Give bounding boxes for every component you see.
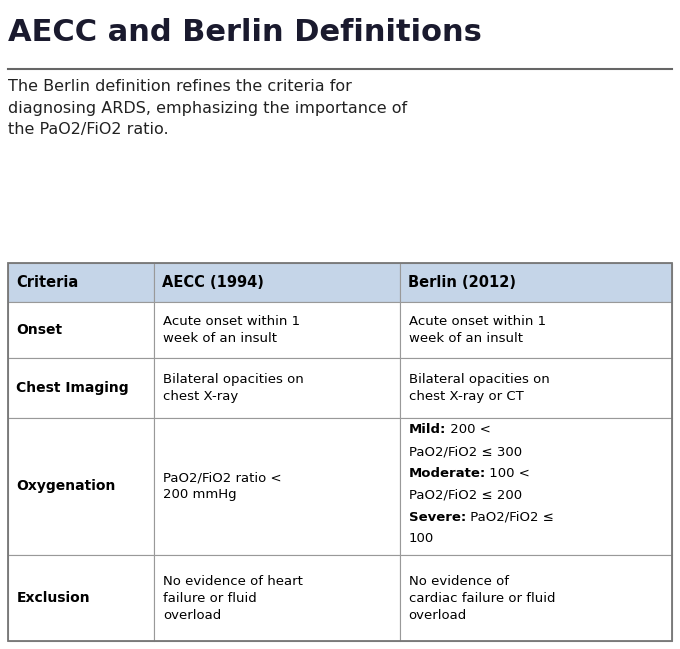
Text: Mild:: Mild: (409, 423, 446, 436)
Bar (400, 302, 672, 358)
Bar (8, 302, 154, 358)
Bar (8, 358, 154, 418)
Bar (400, 418, 672, 556)
Bar (8, 556, 154, 641)
Bar (8, 263, 672, 641)
Text: AECC and Berlin Definitions: AECC and Berlin Definitions (8, 18, 482, 47)
Text: Severe:: Severe: (409, 511, 466, 524)
Bar (8, 263, 154, 302)
Bar (154, 418, 400, 556)
Text: 100: 100 (409, 532, 434, 545)
Text: No evidence of heart
failure or fluid
overload: No evidence of heart failure or fluid ov… (163, 575, 303, 622)
Bar (400, 263, 672, 302)
Bar (400, 556, 672, 641)
Text: AECC (1994): AECC (1994) (163, 275, 264, 290)
Text: Bilateral opacities on
chest X-ray: Bilateral opacities on chest X-ray (163, 373, 304, 402)
Text: Acute onset within 1
week of an insult: Acute onset within 1 week of an insult (163, 315, 300, 345)
Text: Bilateral opacities on
chest X-ray or CT: Bilateral opacities on chest X-ray or CT (409, 373, 549, 402)
Text: 100 <: 100 < (486, 467, 530, 480)
Text: Exclusion: Exclusion (16, 591, 90, 605)
Text: Onset: Onset (16, 323, 63, 337)
Text: PaO2/FiO2 ≤ 300: PaO2/FiO2 ≤ 300 (409, 445, 522, 458)
Text: Moderate:: Moderate: (409, 467, 486, 480)
Bar (154, 556, 400, 641)
Text: Berlin (2012): Berlin (2012) (408, 275, 516, 290)
Text: PaO2/FiO2 ratio <
200 mmHg: PaO2/FiO2 ratio < 200 mmHg (163, 471, 282, 502)
Text: PaO2/FiO2 ≤ 200: PaO2/FiO2 ≤ 200 (409, 489, 522, 502)
Text: Chest Imaging: Chest Imaging (16, 381, 129, 395)
Bar (8, 418, 154, 556)
Bar (154, 263, 400, 302)
Text: No evidence of
cardiac failure or fluid
overload: No evidence of cardiac failure or fluid … (409, 575, 555, 622)
Text: Oxygenation: Oxygenation (16, 480, 116, 493)
Text: Acute onset within 1
week of an insult: Acute onset within 1 week of an insult (409, 315, 545, 345)
Text: The Berlin definition refines the criteria for
diagnosing ARDS, emphasizing the : The Berlin definition refines the criter… (8, 79, 407, 137)
Text: 200 <: 200 < (446, 423, 491, 436)
Text: PaO2/FiO2 ≤: PaO2/FiO2 ≤ (466, 511, 554, 524)
Bar (154, 358, 400, 418)
Bar (400, 358, 672, 418)
Text: Criteria: Criteria (16, 275, 78, 290)
Bar (154, 302, 400, 358)
